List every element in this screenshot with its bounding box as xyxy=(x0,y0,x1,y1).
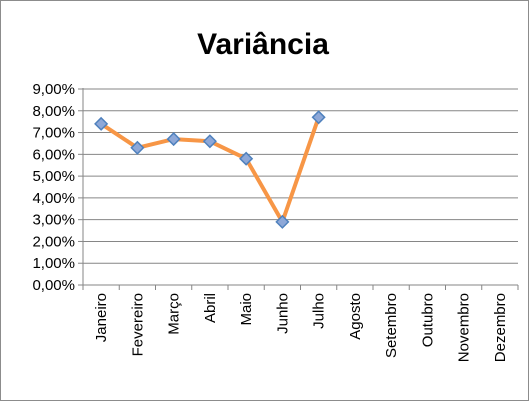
data-point-marker xyxy=(94,116,109,131)
data-point-marker xyxy=(311,110,326,125)
series-layer xyxy=(94,110,326,229)
x-tick-label: Dezembro xyxy=(492,293,509,362)
y-tick-label: 1,00% xyxy=(32,255,75,272)
y-tick-label: 3,00% xyxy=(32,212,75,229)
gridlines xyxy=(83,88,518,264)
x-tick-label: Julho xyxy=(311,293,328,329)
y-tick-label: 0,00% xyxy=(32,277,75,294)
x-tick-label: Março xyxy=(166,293,183,335)
x-tick-label: Abril xyxy=(202,293,219,323)
data-point-marker xyxy=(202,134,217,149)
y-tick-label: 8,00% xyxy=(32,103,75,120)
data-point-marker xyxy=(239,151,254,166)
y-tick-label: 2,00% xyxy=(32,233,75,250)
data-point-marker xyxy=(166,132,181,147)
y-tick-label: 7,00% xyxy=(32,125,75,142)
x-axis-ticks: Janeiro Fevereiro Março Abril Maio Junho Julho… xyxy=(93,293,509,362)
y-tick-label: 9,00% xyxy=(32,81,75,98)
chart-title: Variância xyxy=(197,28,329,61)
x-tick-label: Agosto xyxy=(347,293,364,340)
x-tick-label: Outubro xyxy=(419,293,436,347)
x-tick-label: Janeiro xyxy=(93,293,110,342)
data-point-marker xyxy=(275,214,290,229)
x-tick-label: Maio xyxy=(238,293,255,326)
x-tick-label: Novembro xyxy=(456,293,473,362)
y-tick-label: 6,00% xyxy=(32,146,75,163)
data-point-marker xyxy=(130,140,145,155)
axes xyxy=(78,88,519,290)
y-tick-label: 4,00% xyxy=(32,190,75,207)
x-tick-label: Setembro xyxy=(383,293,400,358)
x-tick-label: Junho xyxy=(274,293,291,334)
x-tick-label: Fevereiro xyxy=(129,293,146,356)
y-tick-label: 5,00% xyxy=(32,168,75,185)
y-axis-ticks: 0,00% 1,00% 2,00% 3,00% 4,00% 5,00% 6,00% 7,00%… xyxy=(32,81,75,294)
